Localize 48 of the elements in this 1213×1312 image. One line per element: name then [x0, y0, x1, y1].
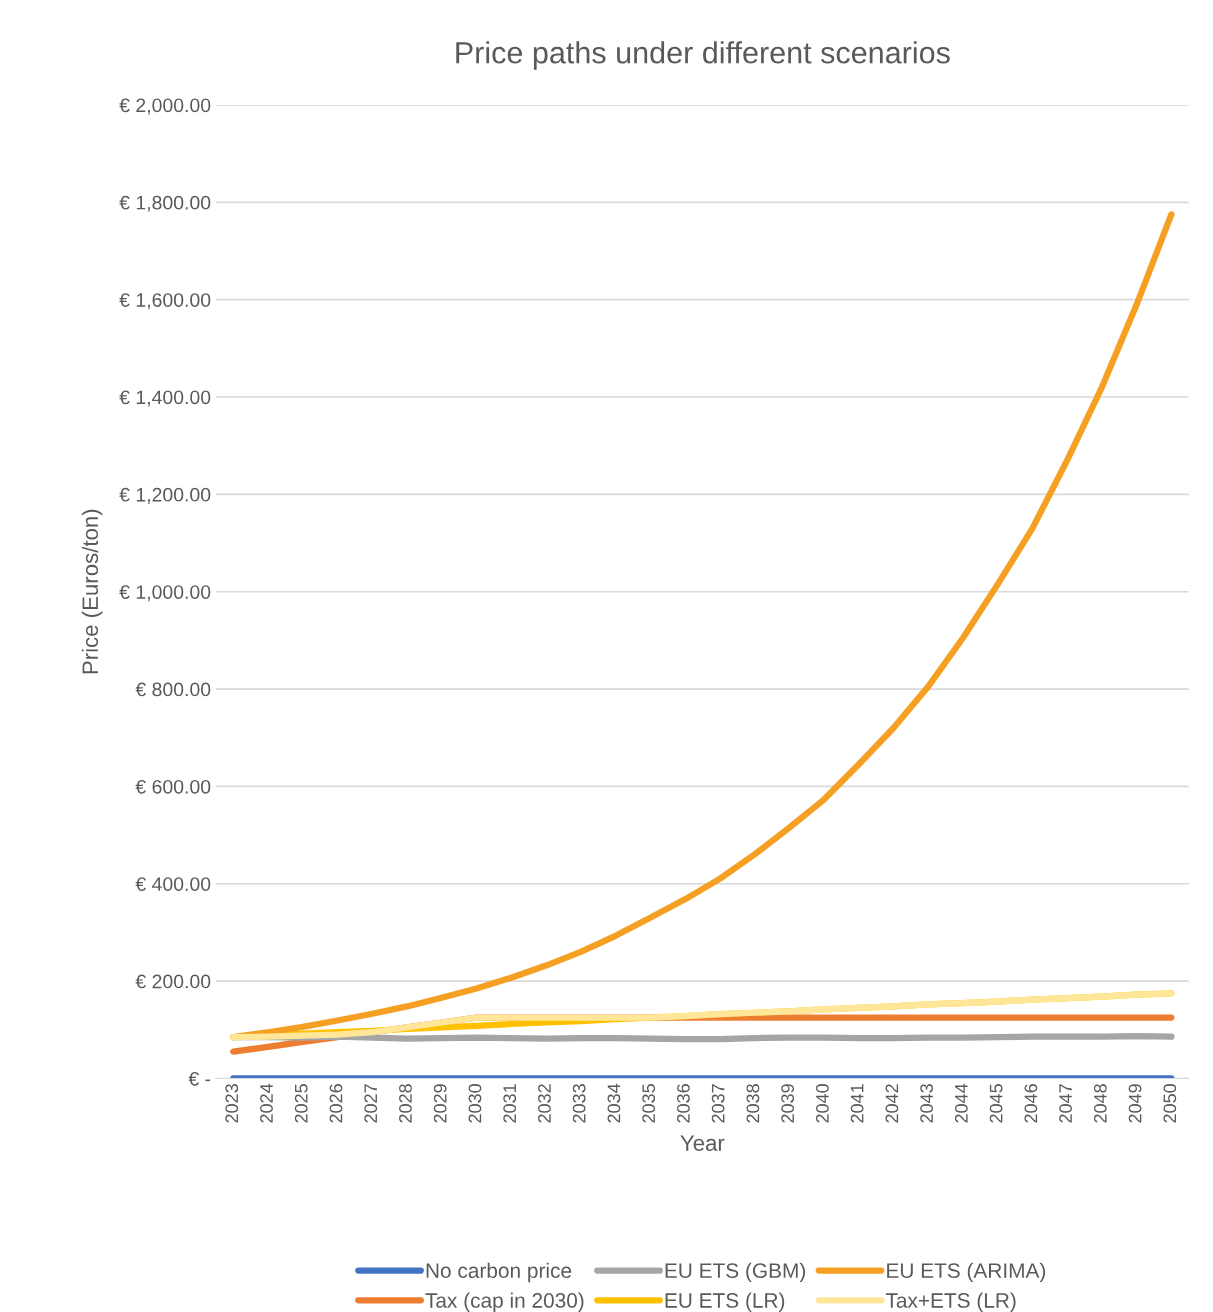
x-tick-label: 2048	[1093, 1084, 1107, 1123]
chart-title: Price paths under different scenarios	[456, 41, 950, 70]
x-tick-label: 2034	[607, 1083, 621, 1123]
y-tick-label: € 1,600.00	[119, 293, 211, 310]
y-tick-label: € 800.00	[135, 682, 211, 697]
x-tick-label: 2033	[572, 1084, 586, 1123]
x-tick-label: 2032	[538, 1084, 551, 1123]
x-tick-label: 2046	[1024, 1084, 1038, 1123]
x-tick-label: 2031	[503, 1084, 517, 1123]
y-tick-label: € 1,800.00	[119, 195, 211, 212]
y-tick-label: € 600.00	[135, 779, 211, 794]
legend-label: Tax (cap in 2030)	[425, 1292, 584, 1312]
legend-label: EU ETS (ARIMA)	[887, 1262, 1046, 1283]
x-tick-label: 2036	[677, 1084, 690, 1123]
x-tick-label: 2035	[642, 1084, 656, 1123]
y-tick-label: € 1,200.00	[119, 487, 211, 504]
legend-label: EU ETS (GBM)	[665, 1262, 805, 1283]
x-tick-label: 2049	[1128, 1084, 1142, 1123]
x-tick-label: 2024	[260, 1083, 273, 1123]
x-tick-label: 2045	[989, 1084, 1003, 1123]
x-tick-label: 2047	[1059, 1084, 1072, 1123]
x-tick-label: 2038	[746, 1084, 760, 1123]
x-tick-label: 2044	[954, 1083, 968, 1123]
x-tick-label: 2028	[399, 1084, 412, 1123]
x-tick-label: 2027	[364, 1084, 378, 1123]
legend-label: EU ETS (LR)	[665, 1292, 785, 1312]
y-tick-label: € 1,000.00	[119, 585, 211, 602]
legend-label: No carbon price	[426, 1262, 572, 1283]
x-tick-label: 2042	[885, 1084, 899, 1123]
x-tick-label: 2041	[850, 1084, 864, 1123]
x-tick-label: 2040	[815, 1084, 829, 1123]
y-tick-label: € -	[188, 1071, 211, 1086]
legend-label: Tax+ETS (LR)	[885, 1292, 1016, 1312]
x-axis-title: Year	[680, 1135, 725, 1151]
y-tick-label: € 200.00	[135, 974, 211, 989]
x-tick-label: 2023	[225, 1084, 239, 1123]
y-tick-label: € 2,000.00	[119, 98, 211, 115]
y-tick-label: € 400.00	[135, 877, 211, 891]
x-tick-label: 2037	[711, 1084, 725, 1123]
x-tick-label: 2029	[433, 1084, 447, 1123]
x-tick-label: 2026	[329, 1084, 343, 1123]
x-tick-label: 2025	[294, 1084, 308, 1123]
x-tick-label: 2050	[1163, 1084, 1177, 1123]
x-tick-label: 2039	[781, 1084, 795, 1123]
y-axis-title: Price (Euros/ton)	[81, 509, 103, 674]
y-tick-label: € 1,400.00	[119, 390, 211, 407]
x-tick-label: 2043	[920, 1084, 934, 1123]
x-tick-label: 2030	[468, 1084, 482, 1123]
